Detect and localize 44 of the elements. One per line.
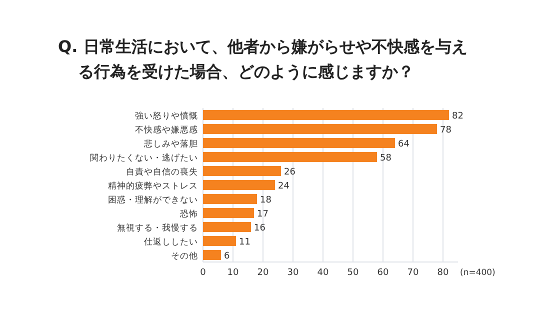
x-tick-label: 80	[437, 268, 449, 278]
y-tick-label: 困惑・理解ができない	[108, 194, 198, 206]
y-tick-label: 不快感や嫌悪感	[135, 124, 198, 136]
data-label: 78	[440, 126, 452, 136]
data-label: 24	[278, 182, 290, 192]
data-label: 82	[452, 112, 464, 122]
x-tick-label: 50	[347, 268, 359, 278]
chart-title: Q. 日常生活において、他者から嫌がらせや不快感を与える行為を受けた場合、どのように感じますか？	[58, 36, 468, 83]
data-label: 26	[284, 168, 296, 178]
bar	[203, 110, 449, 120]
x-tick-label: 0	[200, 268, 206, 278]
y-tick-label: 精神的疲弊やストレス	[108, 180, 198, 192]
data-label: 6	[224, 252, 230, 262]
data-label: 58	[380, 154, 392, 164]
x-tick-label: 10	[227, 268, 239, 278]
bar	[203, 166, 281, 176]
data-label: 17	[257, 210, 268, 220]
y-tick-label: 強い怒りや憤慨	[135, 110, 198, 122]
bar	[203, 250, 221, 260]
y-tick-label: 悲しみや落胆	[143, 138, 198, 150]
y-tick-label: 関わりたくない・逃げたい	[90, 152, 198, 164]
x-tick-label: 60	[377, 268, 389, 278]
x-tick-label: 40	[317, 268, 329, 278]
y-tick-label: 仕返ししたい	[144, 236, 198, 248]
data-label: 64	[398, 140, 410, 150]
bar	[203, 124, 437, 134]
y-tick-label: その他	[171, 250, 198, 262]
bar	[203, 236, 236, 246]
bar	[203, 138, 395, 148]
bar	[203, 222, 251, 232]
x-tick-label: 70	[407, 268, 419, 278]
bar	[203, 208, 254, 218]
bar	[203, 194, 257, 204]
bar	[203, 152, 377, 162]
x-tick-label: 20	[257, 268, 269, 278]
text: (n=400)	[460, 268, 496, 278]
data-label: 16	[254, 224, 266, 234]
x-tick-label: 30	[287, 268, 299, 278]
y-tick-label: 自責や自信の喪失	[126, 166, 198, 178]
y-tick-label: 無視する・我慢する	[117, 222, 198, 234]
y-tick-label: 恐怖	[179, 208, 198, 220]
data-label: 18	[260, 196, 272, 206]
bar	[203, 180, 275, 190]
data-label: 11	[239, 238, 250, 248]
